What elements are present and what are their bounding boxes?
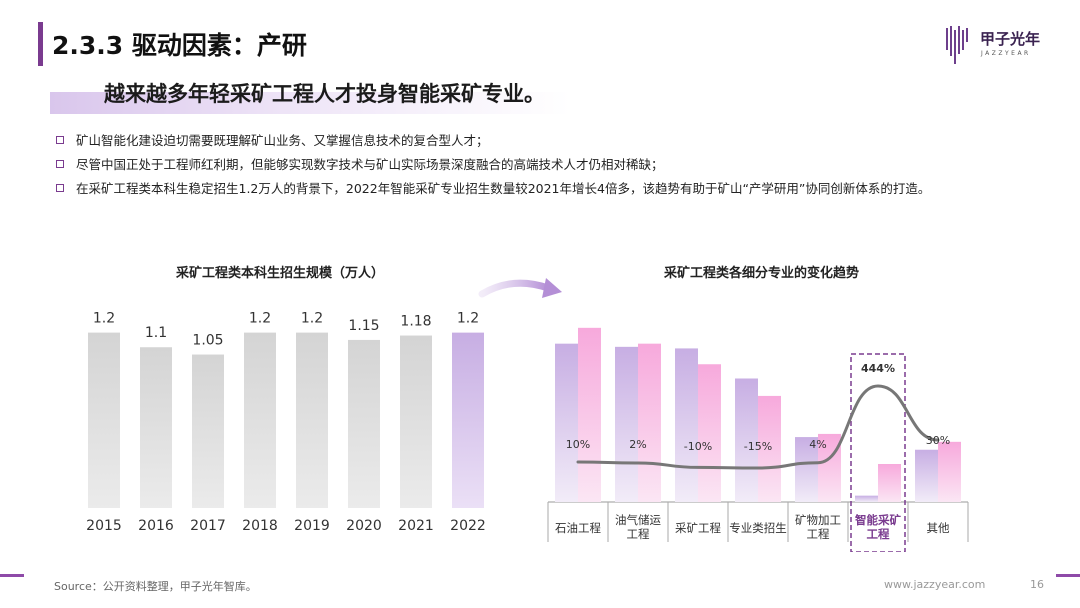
x-tick-label: 其他 xyxy=(927,521,950,535)
bullet-item: 矿山智能化建设迫切需要既理解矿山业务、又掌握信息技术的复合型人才； xyxy=(54,132,1054,150)
bar-2021-2 xyxy=(675,348,698,502)
bar-2017 xyxy=(192,354,224,508)
bullet-list: 矿山智能化建设迫切需要既理解矿山业务、又掌握信息技术的复合型人才； 尽管中国正处… xyxy=(54,132,1054,204)
subtitle: 越来越多年轻采矿工程人才投身智能采矿专业。 xyxy=(104,82,545,106)
x-tick-label: 专业类招生 xyxy=(729,521,787,535)
website-url: www.jazzyear.com xyxy=(884,578,986,591)
logo-subtext: JAZZYEAR xyxy=(981,50,1031,57)
right-chart-title: 采矿工程类各细分专业的变化趋势 xyxy=(664,266,860,281)
bar-value-label: 1.2 xyxy=(301,311,323,327)
bar-2020 xyxy=(348,339,380,508)
bar-2022-2 xyxy=(698,364,721,502)
bar-2022-6 xyxy=(938,441,961,502)
bullet-text: 矿山智能化建设迫切需要既理解矿山业务、又掌握信息技术的复合型人才； xyxy=(76,133,489,148)
bar-value-label: 1.1 xyxy=(145,325,167,341)
bar-value-label: 1.2 xyxy=(249,311,271,327)
bar-value-label: 1.18 xyxy=(400,314,431,330)
bar-2021-5 xyxy=(855,495,878,502)
brand-logo: 甲子光年 JAZZYEAR xyxy=(944,24,1054,68)
x-tick-label: 工程 xyxy=(807,527,830,541)
logo-text: 甲子光年 xyxy=(980,30,1041,48)
x-tick-label: 工程 xyxy=(867,527,890,541)
growth-label: -15% xyxy=(744,440,772,453)
x-tick-label: 油气储运 xyxy=(615,513,661,527)
bar-2022 xyxy=(452,332,484,508)
bullet-text: 尽管中国正处于工程师红利期，但能够实现数字技术与矿山实际场景深度融合的高端技术人… xyxy=(76,157,664,172)
x-tick-label: 2015 xyxy=(86,518,122,534)
bar-2018 xyxy=(244,332,276,508)
growth-label: 444% xyxy=(861,362,895,375)
bar-2022-5 xyxy=(878,464,901,502)
bar-2021-0 xyxy=(555,343,578,502)
bar-value-label: 1.15 xyxy=(348,318,379,334)
growth-label: 30% xyxy=(926,434,950,447)
x-tick-label: 石油工程 xyxy=(555,521,601,535)
bullet-square-icon xyxy=(56,184,64,192)
bullet-square-icon xyxy=(56,136,64,144)
x-tick-label: 2020 xyxy=(346,518,382,534)
bar-2022-0 xyxy=(578,327,601,502)
x-tick-label: 2016 xyxy=(138,518,174,534)
x-tick-label: 2022 xyxy=(450,518,486,534)
bar-2022-3 xyxy=(758,395,781,502)
bar-2021-6 xyxy=(915,449,938,502)
bullet-square-icon xyxy=(56,160,64,168)
left-chart-title: 采矿工程类本科生招生规模（万人） xyxy=(176,266,385,281)
bar-2022-1 xyxy=(638,343,661,502)
bar-2021 xyxy=(400,335,432,508)
subtitle-highlight xyxy=(50,92,570,114)
x-tick-label: 2018 xyxy=(242,518,278,534)
bar-2019 xyxy=(296,332,328,508)
bar-2021-3 xyxy=(735,378,758,502)
growth-label: -10% xyxy=(684,440,712,453)
source-note: Source：公开资料整理，甲子光年智库。 xyxy=(54,580,257,593)
x-tick-label: 采矿工程 xyxy=(675,521,721,535)
logo-mark-icon xyxy=(946,26,968,64)
bar-2016 xyxy=(140,347,172,508)
x-tick-label: 2019 xyxy=(294,518,330,534)
x-tick-label: 2021 xyxy=(398,518,434,534)
highlight-box xyxy=(850,353,906,552)
enrollment-bar-chart: 1.2 2015 1.1 2016 1.05 2017 1.2 2018 1.2 2019 1.15… xyxy=(86,311,486,534)
bar-value-label: 1.05 xyxy=(192,333,223,349)
x-tick-label: 工程 xyxy=(627,527,650,541)
bar-value-label: 1.2 xyxy=(457,311,479,327)
bar-2021-1 xyxy=(615,346,638,502)
bar-2015 xyxy=(88,332,120,508)
x-tick-label: 智能采矿 xyxy=(855,513,901,527)
growth-label: 10% xyxy=(566,438,590,451)
bar-value-label: 1.2 xyxy=(93,311,115,327)
bullet-item: 在采矿工程类本科生稳定招生1.2万人的背景下，2022年智能采矿专业招生数量较2… xyxy=(54,180,1054,198)
growth-label: 4% xyxy=(809,438,826,451)
growth-trend-line xyxy=(576,384,940,470)
bullet-item: 尽管中国正处于工程师红利期，但能够实现数字技术与矿山实际场景深度融合的高端技术人… xyxy=(54,156,1054,174)
bullet-text: 在采矿工程类本科生稳定招生1.2万人的背景下，2022年智能采矿专业招生数量较2… xyxy=(76,181,931,196)
page-number: 16 xyxy=(1030,578,1044,591)
x-tick-label: 2017 xyxy=(190,518,226,534)
bar-2021-4 xyxy=(795,437,818,502)
page-title: 2.3.3 驱动因素：产研 xyxy=(52,31,307,60)
transition-arrow-icon xyxy=(478,278,562,298)
title-accent-bar xyxy=(38,22,43,66)
growth-label: 2% xyxy=(629,438,646,451)
footer-accent-left xyxy=(0,574,24,577)
footer-accent-right xyxy=(1056,574,1080,577)
x-tick-label: 矿物加工 xyxy=(795,513,841,527)
